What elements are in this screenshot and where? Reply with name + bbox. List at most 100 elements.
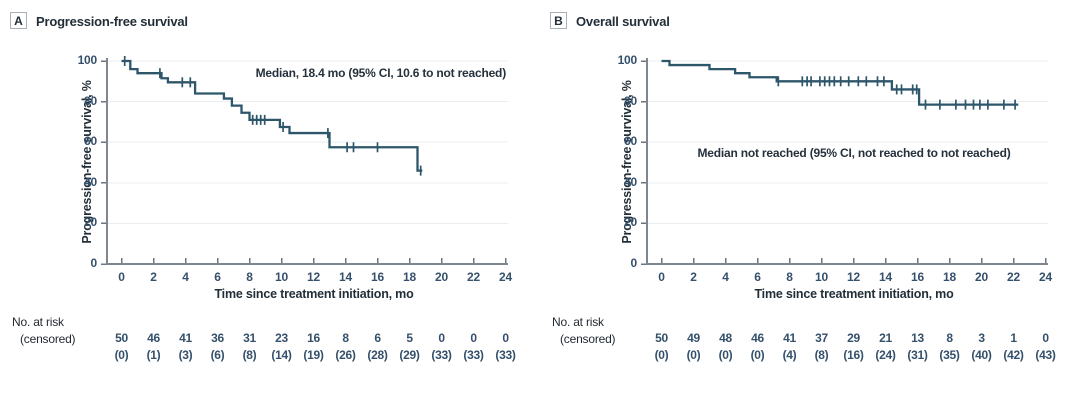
y-tick-label: 0 (630, 256, 638, 270)
x-tick-label: 0 (658, 270, 665, 284)
censored-value: (1) (146, 348, 161, 362)
censored-value: (0) (114, 348, 129, 362)
at-risk-value: 48 (719, 331, 732, 345)
at-risk-value: 41 (783, 331, 796, 345)
x-tick-label: 0 (118, 270, 125, 284)
censored-value: (40) (971, 348, 992, 362)
x-tick-label: 10 (815, 270, 828, 284)
km-curve (661, 59, 1019, 106)
censored-value: (29) (399, 348, 420, 362)
x-tick-label: 4 (182, 270, 189, 284)
at-risk-value: 6 (374, 331, 381, 345)
km-plot (101, 56, 508, 265)
y-tick-label: 80 (624, 93, 637, 108)
x-tick-label: 8 (786, 270, 793, 284)
at-risk-value: 1 (1010, 331, 1017, 345)
at-risk-value: 8 (342, 331, 349, 345)
km-curve (121, 59, 423, 172)
censored-value: (0) (718, 348, 733, 362)
at-risk-value: 49 (687, 331, 700, 345)
panel-overall-survival: B Overall survival Progression-free surv… (540, 0, 1080, 400)
panel-title: Overall survival (576, 14, 670, 29)
x-tick-label: 12 (307, 270, 320, 284)
x-tick-label: 6 (214, 270, 221, 284)
censored-value: (4) (782, 348, 797, 362)
censored-value: (28) (367, 348, 388, 362)
at-risk-value: 29 (847, 331, 860, 345)
panel-letter-badge: A (10, 12, 27, 29)
x-tick-label: 18 (943, 270, 956, 284)
y-tick-label: 40 (84, 174, 97, 189)
at-risk-value: 37 (815, 331, 828, 345)
y-tick-label: 100 (617, 53, 638, 67)
at-risk-value: 46 (147, 331, 160, 345)
x-tick-label: 24 (499, 270, 512, 284)
at-risk-value: 0 (438, 331, 445, 345)
censored-value: (33) (495, 348, 516, 362)
y-tick-label: 80 (84, 93, 97, 108)
panel-title: Progression-free survival (36, 14, 188, 29)
censored-value: (16) (843, 348, 864, 362)
x-tick-label: 6 (754, 270, 761, 284)
at-risk-value: 0 (502, 331, 509, 345)
at-risk-value: 36 (211, 331, 224, 345)
censored-value: (8) (814, 348, 829, 362)
censored-value: (26) (335, 348, 356, 362)
x-tick-label: 14 (339, 270, 352, 284)
at-risk-value: 50 (655, 331, 668, 345)
censored-value: (42) (1003, 348, 1024, 362)
at-risk-value: 13 (911, 331, 924, 345)
y-tick-label: 60 (84, 134, 97, 149)
x-tick-label: 24 (1039, 270, 1052, 284)
at-risk-value: 0 (1042, 331, 1049, 345)
censored-value: (14) (271, 348, 292, 362)
x-tick-label: 2 (150, 270, 157, 284)
censored-value: (6) (210, 348, 225, 362)
censored-value: (19) (303, 348, 324, 362)
x-tick-label: 16 (371, 270, 384, 284)
at-risk-value: 31 (243, 331, 256, 345)
at-risk-value: 50 (115, 331, 128, 345)
at-risk-value: 3 (978, 331, 985, 345)
x-tick-label: 14 (879, 270, 892, 284)
x-axis-label: Time since treatment initiation, mo (214, 287, 414, 301)
at-risk-value: 5 (406, 331, 413, 345)
censored-value: (35) (939, 348, 960, 362)
x-tick-label: 20 (975, 270, 988, 284)
no-at-risk-label: No. at risk (552, 315, 604, 329)
censored-value: (0) (654, 348, 669, 362)
at-risk-value: 23 (275, 331, 288, 345)
censored-value: (24) (875, 348, 896, 362)
censored-value: (8) (242, 348, 257, 362)
censored-value: (31) (907, 348, 928, 362)
censored-value: (33) (463, 348, 484, 362)
at-risk-value: 46 (751, 331, 764, 345)
x-tick-label: 4 (722, 270, 729, 284)
panel-progression-free-survival: A Progression-free survival Progression-… (10, 12, 516, 362)
at-risk-value: 21 (879, 331, 892, 345)
x-tick-label: 18 (403, 270, 416, 284)
censored-value: (3) (178, 348, 193, 362)
at-risk-value: 16 (307, 331, 320, 345)
y-tick-label: 20 (84, 215, 97, 230)
x-tick-label: 22 (1007, 270, 1020, 284)
x-tick-label: 8 (246, 270, 253, 284)
at-risk-value: 0 (470, 331, 477, 345)
x-tick-label: 22 (467, 270, 480, 284)
y-tick-label: 40 (624, 174, 637, 189)
median-annotation: Median not reached (95% CI, not reached … (697, 146, 1011, 160)
x-axis-label: Time since treatment initiation, mo (754, 287, 954, 301)
censored-label: (censored) (20, 332, 76, 346)
y-tick-label: 60 (624, 134, 637, 149)
at-risk-value: 8 (946, 331, 953, 345)
no-at-risk-label: No. at risk (12, 315, 64, 329)
censored-value: (0) (686, 348, 701, 362)
at-risk-value: 41 (179, 331, 192, 345)
y-tick-label: 0 (90, 256, 98, 270)
censored-value: (0) (750, 348, 765, 362)
x-tick-label: 10 (275, 270, 288, 284)
x-tick-label: 12 (847, 270, 860, 284)
censored-value: (43) (1035, 348, 1056, 362)
censored-value: (33) (431, 348, 452, 362)
